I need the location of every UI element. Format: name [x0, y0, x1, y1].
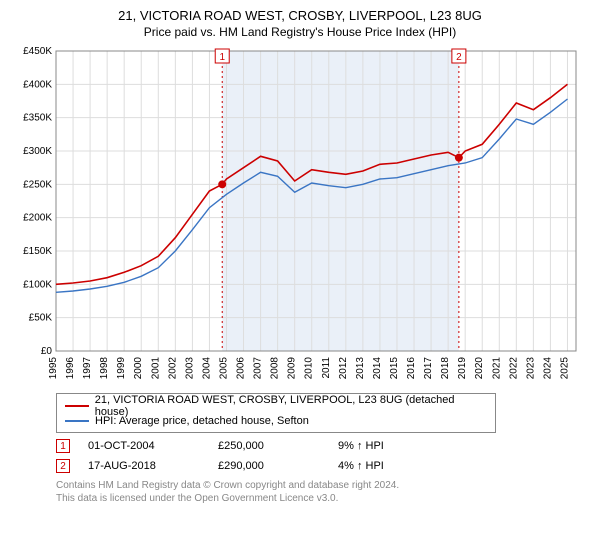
- sale-price: £290,000: [218, 460, 338, 472]
- price-chart: £0 £50K £100K £150K £200K £250K £300K £350K £400…: [12, 47, 588, 387]
- svg-text:2014: 2014: [372, 357, 383, 380]
- sale-marker: 1: [56, 439, 70, 453]
- legend-label: HPI: Average price, detached house, Seft…: [95, 415, 309, 427]
- svg-text:£250K: £250K: [23, 179, 52, 190]
- svg-text:2020: 2020: [474, 357, 485, 380]
- svg-text:2006: 2006: [236, 357, 247, 380]
- svg-text:1997: 1997: [82, 357, 93, 380]
- sales-table: 1 01-OCT-2004 £250,000 9% ↑ HPI 2 17-AUG…: [56, 439, 588, 473]
- svg-text:2015: 2015: [389, 357, 400, 380]
- svg-text:2023: 2023: [525, 357, 536, 380]
- svg-text:1996: 1996: [65, 357, 76, 380]
- footnote-line: This data is licensed under the Open Gov…: [56, 492, 588, 505]
- svg-text:2012: 2012: [338, 357, 349, 380]
- svg-text:1: 1: [219, 52, 225, 63]
- sale-marker: 2: [56, 459, 70, 473]
- svg-text:2010: 2010: [304, 357, 315, 380]
- svg-text:2: 2: [456, 52, 462, 63]
- svg-text:£350K: £350K: [23, 113, 52, 124]
- svg-text:£0: £0: [41, 346, 53, 357]
- svg-text:£50K: £50K: [29, 313, 53, 324]
- svg-text:£400K: £400K: [23, 79, 52, 90]
- footnote-line: Contains HM Land Registry data © Crown c…: [56, 479, 588, 492]
- svg-text:1998: 1998: [99, 357, 110, 380]
- svg-text:2017: 2017: [423, 357, 434, 380]
- svg-text:£150K: £150K: [23, 246, 52, 257]
- svg-text:2007: 2007: [253, 357, 264, 380]
- legend-item: 21, VICTORIA ROAD WEST, CROSBY, LIVERPOO…: [65, 398, 487, 413]
- svg-text:2018: 2018: [440, 357, 451, 380]
- svg-text:£300K: £300K: [23, 146, 52, 157]
- svg-text:2022: 2022: [508, 357, 519, 380]
- svg-text:1999: 1999: [116, 357, 127, 380]
- svg-text:£450K: £450K: [23, 47, 52, 57]
- svg-text:2016: 2016: [406, 357, 417, 380]
- sale-row: 1 01-OCT-2004 £250,000 9% ↑ HPI: [56, 439, 588, 453]
- legend-swatch: [65, 405, 89, 407]
- svg-text:2003: 2003: [184, 357, 195, 380]
- svg-text:1995: 1995: [48, 357, 59, 380]
- svg-text:2019: 2019: [457, 357, 468, 380]
- sale-price: £250,000: [218, 440, 338, 452]
- svg-text:2025: 2025: [559, 357, 570, 380]
- svg-text:2009: 2009: [287, 357, 298, 380]
- svg-text:2002: 2002: [167, 357, 178, 380]
- svg-text:2008: 2008: [270, 357, 281, 380]
- svg-text:2013: 2013: [355, 357, 366, 380]
- sale-date: 01-OCT-2004: [88, 440, 218, 452]
- chart-title-line1: 21, VICTORIA ROAD WEST, CROSBY, LIVERPOO…: [12, 8, 588, 23]
- svg-text:2000: 2000: [133, 357, 144, 380]
- sale-delta: 9% ↑ HPI: [338, 440, 468, 452]
- sale-date: 17-AUG-2018: [88, 460, 218, 472]
- sale-row: 2 17-AUG-2018 £290,000 4% ↑ HPI: [56, 459, 588, 473]
- footnote: Contains HM Land Registry data © Crown c…: [56, 479, 588, 505]
- svg-text:2024: 2024: [542, 357, 553, 380]
- svg-text:2001: 2001: [150, 357, 161, 380]
- legend-swatch: [65, 420, 89, 422]
- legend: 21, VICTORIA ROAD WEST, CROSBY, LIVERPOO…: [56, 393, 496, 433]
- svg-text:2005: 2005: [218, 357, 229, 380]
- svg-text:2021: 2021: [491, 357, 502, 380]
- svg-text:2011: 2011: [321, 357, 332, 379]
- svg-text:£200K: £200K: [23, 213, 52, 224]
- svg-text:2004: 2004: [201, 357, 212, 380]
- chart-title-line2: Price paid vs. HM Land Registry's House …: [12, 25, 588, 39]
- sale-delta: 4% ↑ HPI: [338, 460, 468, 472]
- svg-text:£100K: £100K: [23, 279, 52, 290]
